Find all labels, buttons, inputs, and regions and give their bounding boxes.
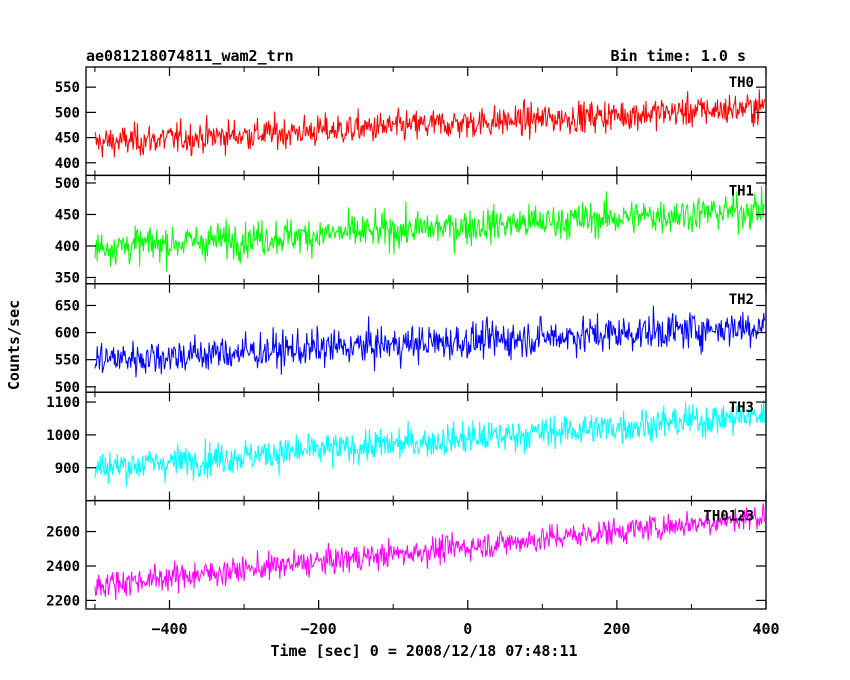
x-tick-label: 400 [752,620,779,638]
y-tick-label: 500 [55,380,80,396]
series-th2-label: TH2 [729,292,754,308]
y-tick-label: 350 [55,270,80,286]
y-tick-label: 2600 [46,525,80,541]
series-th1-line [94,185,765,272]
y-tick-label: 600 [55,326,80,342]
y-tick-label: 400 [55,156,80,172]
panel-frame [85,283,767,393]
series-th1-label: TH1 [729,183,754,199]
panel-frame [85,499,767,610]
y-tick-label: 1100 [46,395,80,411]
series-th0123-line [94,503,766,601]
y-axis-label: Counts/sec [5,300,23,390]
panel-th1: 350 400 450 500 TH1 [55,174,767,286]
series-th2-line [94,305,766,378]
series-th0-line [94,89,766,158]
y-tick-label: 450 [55,207,80,223]
x-tick-label: 200 [603,620,630,638]
x-axis: −400 −200 0 200 400 [151,620,779,638]
y-tick-label: 900 [55,461,80,477]
panel-th3: 900 1000 1100 TH3 [46,391,767,502]
series-th0123-label: TH0123 [703,509,754,525]
panels-group: 400 450 500 550 TH0 350 400 450 500 TH1 500 550 600 6… [46,66,767,610]
x-tick-label: −200 [301,620,337,638]
y-tick-label: 450 [55,131,80,147]
series-th0-label: TH0 [729,75,754,91]
chart-title: ae081218074811_wam2_trn [86,47,294,65]
y-tick-label: 650 [55,298,80,314]
y-tick-label: 2200 [46,593,80,609]
panel-th2: 500 550 600 650 TH2 [55,283,767,396]
bin-time-label: Bin time: 1.0 s [611,47,746,65]
y-tick-label: 400 [55,239,80,255]
y-tick-label: 500 [55,176,80,192]
x-axis-label: Time [sec] 0 = 2008/12/18 07:48:11 [270,642,577,660]
y-tick-label: 550 [55,353,80,369]
y-tick-label: 2400 [46,559,80,575]
y-tick-label: 1000 [46,428,80,444]
x-tick-label: 0 [463,620,472,638]
y-tick-label: 500 [55,105,80,121]
panel-th0: 400 450 500 550 TH0 [55,66,767,177]
y-tick-label: 550 [55,80,80,96]
series-th3-line [94,400,766,487]
panel-th0123: 2200 2400 2600 TH0123 [46,499,767,610]
series-th3-label: TH3 [729,400,754,416]
x-tick-label: −400 [151,620,187,638]
